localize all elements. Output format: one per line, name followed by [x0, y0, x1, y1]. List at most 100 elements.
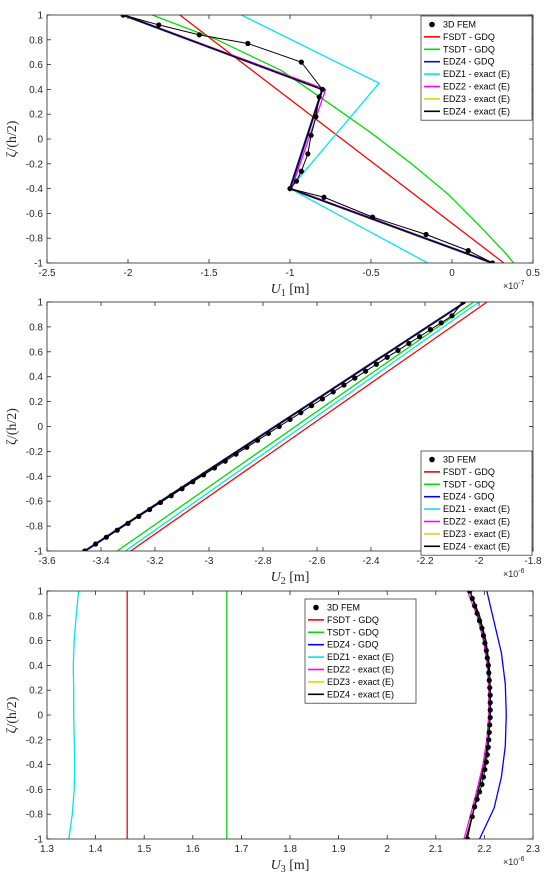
data-point-3d-fem: [352, 375, 358, 381]
x-tick-label: -2.6: [308, 556, 326, 567]
data-point-3d-fem: [467, 591, 473, 594]
data-point-3d-fem: [82, 548, 88, 551]
data-point-3d-fem: [93, 541, 99, 547]
data-point-3d-fem: [233, 451, 239, 457]
data-point-3d-fem: [321, 194, 327, 200]
y-tick-label: 0.4: [29, 372, 43, 383]
legend-marker: [429, 456, 435, 463]
x-tick-label: 0: [449, 268, 455, 279]
x-tick-label: -3: [205, 556, 214, 567]
y-tick-label: 0.8: [29, 35, 43, 46]
data-point-3d-fem: [423, 231, 429, 238]
legend-box: [420, 15, 533, 121]
legend-label: EDZ4 - GDQ: [443, 57, 495, 67]
data-point-3d-fem: [384, 354, 390, 360]
y-tick-label: 0.4: [29, 661, 43, 672]
x-tick-label: -2.4: [362, 556, 380, 567]
data-point-3d-fem: [482, 640, 488, 646]
data-point-3d-fem: [479, 781, 485, 788]
data-point-3d-fem: [479, 625, 485, 631]
legend-label: 3D FEM: [327, 603, 360, 613]
data-point-3d-fem: [319, 396, 325, 402]
data-point-3d-fem: [485, 744, 491, 750]
data-point-3d-fem: [472, 603, 478, 609]
data-point-3d-fem: [201, 472, 207, 478]
data-point-3d-fem: [427, 327, 433, 333]
data-point-3d-fem: [484, 655, 490, 661]
legend-label: EDZ4 - GDQ: [443, 492, 495, 502]
x-tick-label: -3.6: [38, 556, 56, 567]
data-point-3d-fem: [472, 804, 478, 810]
data-point-3d-fem: [276, 423, 282, 430]
plot-series: [68, 591, 507, 839]
y-tick-label: -0.2: [26, 447, 44, 458]
y-tick-label: -1: [34, 259, 43, 270]
y-tick-label: 0.2: [29, 397, 43, 408]
y-tick-label: -0.6: [26, 209, 44, 220]
series-line-fsdt-gdq: [130, 302, 488, 551]
legend-marker: [429, 21, 435, 28]
data-point-3d-fem: [486, 677, 492, 683]
y-tick-label: 0: [37, 711, 43, 722]
data-point-3d-fem: [298, 410, 304, 416]
legend-label: 3D FEM: [443, 20, 476, 30]
y-tick-label: 0: [37, 422, 43, 433]
data-point-3d-fem: [319, 86, 325, 92]
y-tick-label: -0.8: [26, 234, 44, 245]
x-tick-label: -2.5: [38, 268, 56, 279]
y-tick-label: 0.6: [29, 60, 43, 71]
series-line-3d-fem: [123, 15, 493, 263]
data-point-3d-fem: [485, 662, 491, 669]
data-point-3d-fem: [363, 368, 369, 374]
legend-label: EDZ1 - exact (E): [443, 504, 510, 514]
data-point-3d-fem: [298, 59, 304, 65]
x-tick-label: -0.5: [362, 268, 380, 279]
series-line-edz4-exact-e: [122, 15, 493, 263]
data-point-3d-fem: [293, 178, 300, 184]
data-point-3d-fem: [469, 595, 475, 602]
data-point-3d-fem: [136, 513, 142, 519]
y-tick-label: -0.4: [26, 184, 44, 195]
data-point-3d-fem: [482, 766, 488, 773]
series-line-edz4-gdq: [478, 591, 507, 839]
legend-marker: [313, 604, 319, 611]
data-point-3d-fem: [305, 151, 311, 157]
y-tick-label: 1: [37, 11, 43, 22]
x-multiplier: ×10-6: [503, 856, 525, 867]
data-point-3d-fem: [370, 214, 376, 220]
x-tick-label: 1.8: [283, 844, 297, 855]
y-tick-label: -0.4: [26, 760, 44, 771]
y-tick-label: -1: [34, 835, 43, 846]
x-multiplier: ×10-6: [503, 568, 525, 579]
data-point-3d-fem: [487, 722, 493, 728]
data-point-3d-fem: [487, 692, 493, 698]
plot-area: [47, 591, 533, 839]
x-tick-label: -1: [286, 268, 295, 279]
chart-1: -2.5 -2 -1.5 -1 -0.5 0 0.5 -1 -0.8 -0.6 -0.4 -0.2 0 0…: [5, 11, 540, 300]
y-axis-label: ζ/(h/2): [5, 696, 20, 733]
y-axis-label: ζ/(h/2): [5, 408, 20, 445]
data-point-3d-fem: [465, 248, 471, 254]
legend-label: FSDT - GDQ: [443, 32, 495, 42]
y-tick-label: -0.6: [26, 497, 44, 508]
data-point-3d-fem: [476, 789, 483, 795]
data-point-3d-fem: [474, 610, 480, 616]
legend-label: EDZ3 - exact (E): [443, 94, 510, 104]
data-point-3d-fem: [255, 437, 261, 443]
y-tick-label: 0.8: [29, 611, 43, 622]
data-point-3d-fem: [341, 382, 347, 388]
legend-label: EDZ1 - exact (E): [327, 652, 394, 662]
series-line-edz1-exact-e: [68, 591, 80, 839]
y-tick-label: -1: [34, 547, 43, 558]
legend-label: EDZ4 - exact (E): [443, 541, 510, 551]
data-point-3d-fem: [486, 737, 492, 743]
data-point-3d-fem: [147, 506, 153, 513]
legend-label: EDZ4 - GDQ: [327, 640, 379, 650]
legend-label: 3D FEM: [443, 455, 476, 465]
data-point-3d-fem: [179, 486, 185, 492]
y-tick-label: 0.6: [29, 636, 43, 647]
y-tick-label: 1: [37, 298, 43, 309]
series-line-edz1-exact-e: [241, 15, 429, 263]
y-tick-label: 0.4: [29, 85, 43, 96]
